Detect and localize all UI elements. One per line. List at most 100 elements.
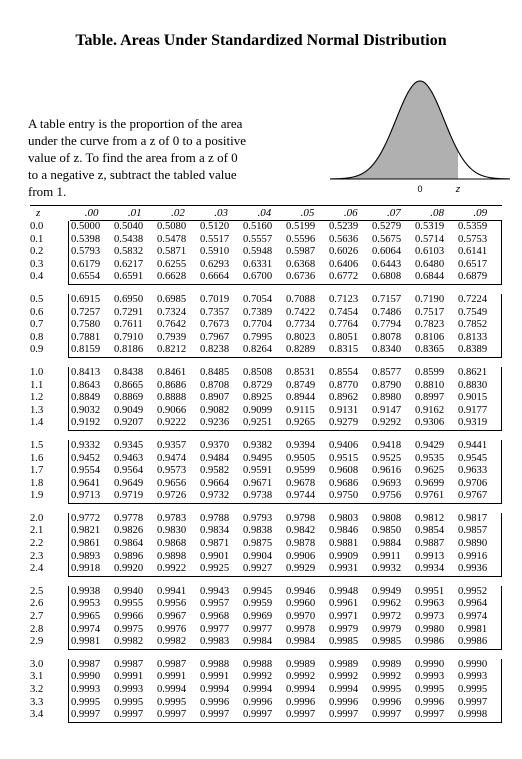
table-cell: 0.9099 <box>243 404 273 416</box>
table-cell: 0.8078 <box>372 331 402 343</box>
table-cell: 0.6026 <box>329 246 359 258</box>
z-value: 0.5 <box>30 293 44 305</box>
table-cell: 0.9484 <box>200 452 230 464</box>
table-cell: 0.9946 <box>286 585 316 597</box>
table-row: 0.9332 0.9345 0.9357 0.9370 0.9382 0.9394 0.94… <box>71 440 501 453</box>
table-cell: 0.9987 <box>114 658 144 670</box>
table-cell: 0.8770 <box>329 379 359 391</box>
table-row: 0.9861 0.9864 0.9868 0.9871 0.9875 0.9878 0.98… <box>71 538 501 551</box>
z-value: 0.1 <box>30 233 44 245</box>
header-col: .01 <box>127 207 142 219</box>
table-cell: 0.6064 <box>372 246 402 258</box>
table-cell: 0.9979 <box>329 623 359 635</box>
table-cell: 0.9955 <box>114 598 144 610</box>
table-cell: 0.9994 <box>200 684 230 695</box>
table-cell: 0.9932 <box>372 563 402 575</box>
z-value: 1.7 <box>30 465 44 477</box>
table-cell: 0.9992 <box>286 671 316 683</box>
table-cell: 0.9911 <box>372 550 401 562</box>
table-cell: 0.9332 <box>71 439 101 451</box>
table-cell: 0.9783 <box>157 512 187 524</box>
table-cell: 0.9441 <box>458 439 488 451</box>
table-cell: 0.9370 <box>200 439 230 451</box>
table-cell: 0.9857 <box>458 525 488 537</box>
table-cell: 0.9979 <box>372 623 402 635</box>
table-cell: 0.9608 <box>329 465 359 477</box>
table-row: 0.9997 0.9997 0.9997 0.9997 0.9997 0.9997 0.99… <box>71 709 501 722</box>
table-cell: 0.9641 <box>71 477 101 489</box>
table-cell: 0.9995 <box>114 696 144 708</box>
table-cell: 0.5239 <box>329 221 359 232</box>
table-row: 0.9938 0.9940 0.9941 0.9943 0.9945 0.9946 0.99… <box>71 586 501 599</box>
table-cell: 0.8238 <box>200 344 230 356</box>
table-cell: 0.5675 <box>372 233 402 245</box>
table-cell: 0.9599 <box>286 465 316 477</box>
table-cell: 0.9429 <box>415 439 445 451</box>
table-cell: 0.8962 <box>329 392 359 404</box>
z-value: 1.9 <box>30 490 44 502</box>
table-cell: 0.9991 <box>200 671 230 683</box>
table-cell: 0.9967 <box>157 611 187 623</box>
table-cell: 0.6443 <box>372 258 402 270</box>
table-cell: 0.9989 <box>286 658 316 670</box>
header-col: .06 <box>343 207 358 219</box>
table-cell: 0.8686 <box>157 379 187 391</box>
table-cell: 0.9997 <box>286 709 316 721</box>
table-cell: 0.9582 <box>200 465 230 477</box>
table-cell: 0.9678 <box>286 477 316 489</box>
table-cell: 0.9982 <box>157 636 187 648</box>
table-cell: 0.9994 <box>286 684 316 695</box>
table-cell: 0.7454 <box>329 306 359 318</box>
table-cell: 0.9988 <box>200 658 230 670</box>
table-cell: 0.9015 <box>458 392 488 404</box>
z-value: 3.3 <box>30 696 44 708</box>
table-cell: 0.6331 <box>243 258 273 270</box>
table-cell: 0.6628 <box>157 271 187 283</box>
table-cell: 0.9984 <box>286 636 316 648</box>
table-cell: 0.9394 <box>286 439 316 451</box>
table-cell: 0.9986 <box>458 636 488 648</box>
table-cell: 0.9788 <box>200 512 230 524</box>
table-cell: 0.9985 <box>329 636 359 648</box>
table-cell: 0.9948 <box>329 585 359 597</box>
table-cell: 0.9996 <box>200 696 230 708</box>
table-cell: 0.9931 <box>329 563 359 575</box>
table-row: 0.9554 0.9564 0.9573 0.9582 0.9591 0.9599 0.96… <box>71 465 501 478</box>
table-cell: 0.9871 <box>200 538 230 550</box>
table-cell: 0.9981 <box>71 636 101 648</box>
table-cell: 0.9995 <box>458 684 488 695</box>
table-cell: 0.9968 <box>200 611 230 623</box>
table-cell: 0.9803 <box>329 512 359 524</box>
table-cell: 0.9934 <box>415 563 445 575</box>
z-value: 2.0 <box>30 512 44 524</box>
table-cell: 0.9981 <box>458 623 488 635</box>
table-cell: 0.9995 <box>157 696 187 708</box>
row-group: 3.0 3.1 3.2 3.3 3.4 0.9987 0.9987 0.9987 0.9988 0… <box>30 658 502 723</box>
table-cell: 0.9974 <box>458 611 488 623</box>
table-cell: 0.9976 <box>157 623 187 635</box>
table-cell: 0.7291 <box>114 306 144 318</box>
table-cell: 0.9842 <box>286 525 316 537</box>
table-cell: 0.9495 <box>243 452 273 464</box>
table-row: 0.9995 0.9995 0.9995 0.9996 0.9996 0.9996 0.99… <box>71 697 501 710</box>
table-cell: 0.9162 <box>415 404 445 416</box>
table-cell: 0.5120 <box>200 221 230 232</box>
table-cell: 0.8869 <box>114 392 144 404</box>
table-row: 0.9918 0.9920 0.9922 0.9925 0.9927 0.9929 0.99… <box>71 563 501 576</box>
table-cell: 0.9798 <box>286 512 316 524</box>
z-value: 1.6 <box>30 452 44 464</box>
table-cell: 0.6517 <box>458 258 488 270</box>
table-header: z .00 .01 .02 .03 .04 .05 .06 .07 .08 .09 <box>30 206 502 220</box>
table-cell: 0.9938 <box>71 585 101 597</box>
table-cell: 0.5714 <box>415 233 445 245</box>
table-cell: 0.9941 <box>157 585 187 597</box>
z-value: 1.2 <box>30 392 44 404</box>
header-col: .05 <box>300 207 315 219</box>
table-cell: 0.9846 <box>329 525 359 537</box>
table-row: 0.9974 0.9975 0.9976 0.9977 0.9977 0.9978 0.99… <box>71 624 501 637</box>
table-cell: 0.9989 <box>372 658 402 670</box>
table-cell: 0.6915 <box>71 293 101 305</box>
table-cell: 0.7995 <box>243 331 273 343</box>
table-cell: 0.9890 <box>458 538 488 550</box>
row-group: 1.0 1.1 1.2 1.3 1.4 0.8413 0.8438 0.8461 0.8485 0… <box>30 366 502 431</box>
